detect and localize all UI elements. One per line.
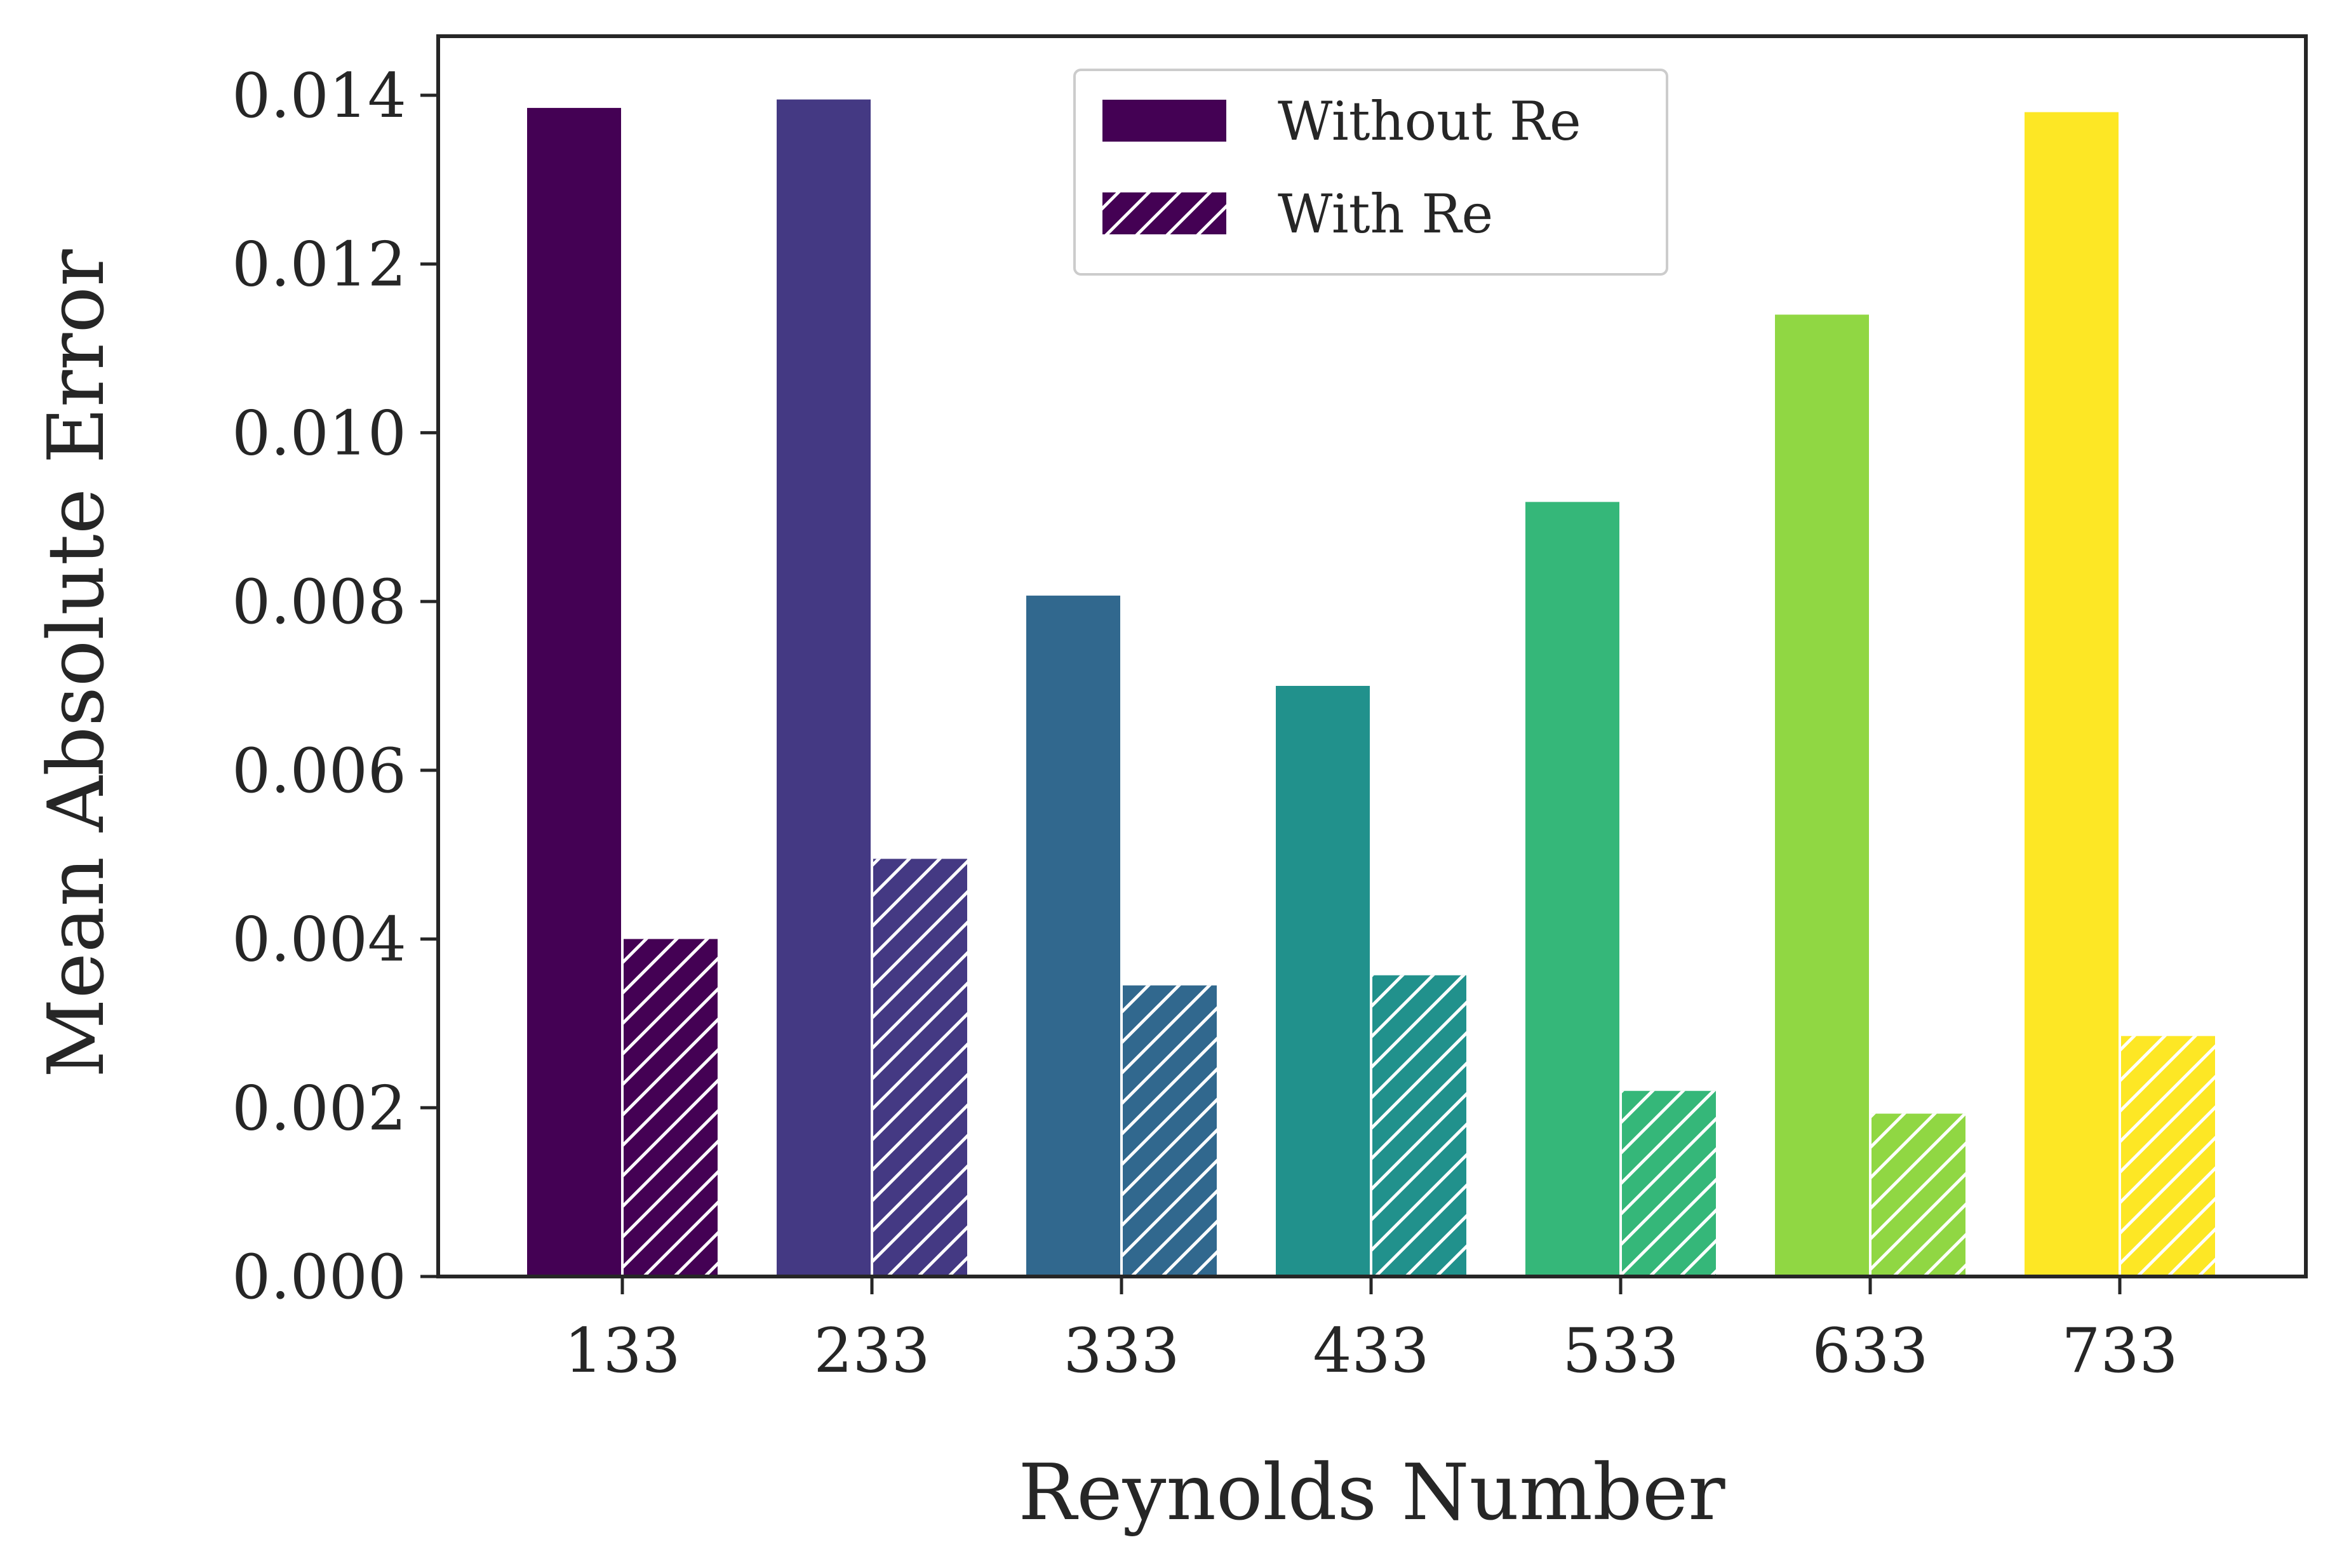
x-tick-label-333: 333	[1063, 1315, 1179, 1386]
bar-without-re-733	[2025, 112, 2119, 1277]
bar-without-re-533	[1525, 502, 1619, 1277]
bar-with-re-hatch-233	[873, 859, 967, 1277]
bar-without-re-133	[527, 107, 621, 1277]
legend-swatch-without-re	[1102, 100, 1226, 142]
bar-without-re-233	[777, 99, 871, 1277]
bar-without-re-433	[1276, 686, 1370, 1277]
y-axis-label: Mean Absolute Error	[31, 249, 121, 1078]
plot-frame	[436, 34, 2308, 1278]
x-tick-label-133: 133	[564, 1315, 680, 1386]
legend-swatch-with-re-hatch	[1102, 192, 1226, 234]
x-tick-label-433: 433	[1313, 1315, 1429, 1386]
x-tick-label-233: 233	[813, 1315, 930, 1386]
y-tick-label-0.002: 0.002	[232, 1073, 406, 1144]
x-tick-label-733: 733	[2061, 1315, 2178, 1386]
bar-with-re-hatch-633	[1871, 1113, 1965, 1277]
bar-without-re-333	[1026, 595, 1120, 1277]
y-tick-label-0.012: 0.012	[232, 229, 406, 300]
bar-with-re-hatch-533	[1622, 1090, 1716, 1277]
y-tick-label-0.000: 0.000	[232, 1242, 406, 1313]
bars-layer	[527, 99, 2215, 1277]
y-tick-label-0.006: 0.006	[232, 735, 406, 807]
bar-with-re-hatch-333	[1123, 985, 1217, 1277]
bar-with-re-hatch-433	[1372, 975, 1466, 1277]
x-axis-label: Reynolds Number	[1018, 1447, 1725, 1538]
bar-with-re-hatch-133	[624, 939, 718, 1277]
legend-label-with-re: With Re	[1278, 183, 1493, 245]
y-tick-label-0.010: 0.010	[232, 398, 406, 469]
y-tick-label-0.008: 0.008	[232, 566, 406, 638]
legend-label-without-re: Without Re	[1278, 90, 1581, 152]
y-tick-label-0.014: 0.014	[232, 60, 406, 131]
x-tick-label-633: 633	[1812, 1315, 1928, 1386]
y-tick-label-0.004: 0.004	[232, 904, 406, 975]
legend: Without Re With Re	[1073, 69, 1668, 276]
bar-without-re-633	[1775, 314, 1869, 1277]
x-tick-label-533: 533	[1562, 1315, 1678, 1386]
bar-with-re-hatch-733	[2121, 1036, 2215, 1277]
axes-layer: 133 233 333 433 533 633 733 0.000 0.002 0.004 0.00…	[232, 34, 2308, 1386]
